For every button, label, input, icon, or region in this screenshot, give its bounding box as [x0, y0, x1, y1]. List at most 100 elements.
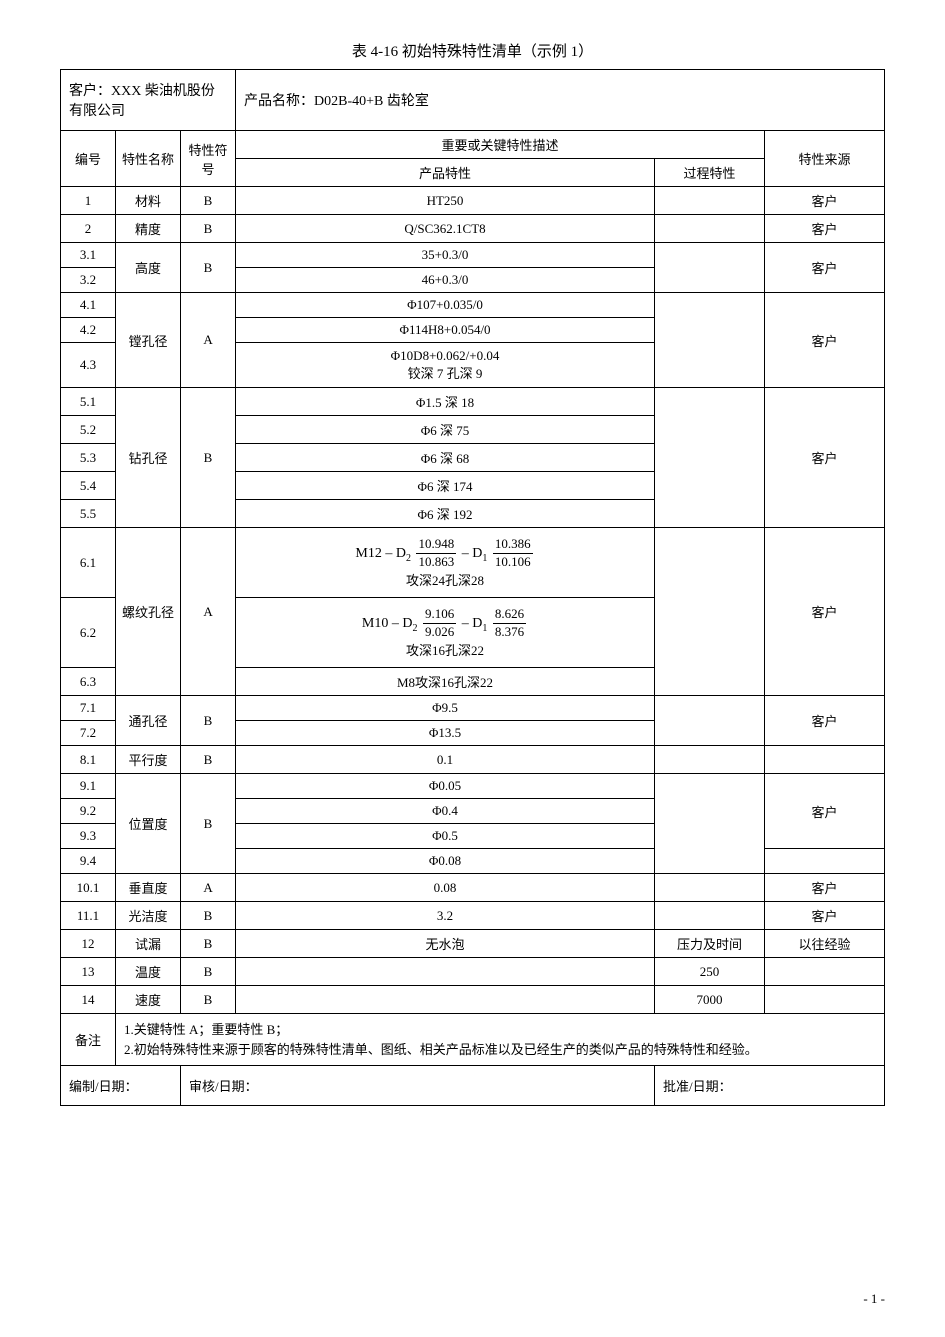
sym-cell: B	[181, 774, 236, 874]
src-cell	[765, 986, 885, 1014]
table-row: 8.1 平行度 B 0.1	[61, 746, 885, 774]
proc-cell	[655, 696, 765, 746]
name-cell: 螺纹孔径	[116, 528, 181, 696]
num-cell: 14	[61, 986, 116, 1014]
f-den: 9.026	[423, 624, 456, 641]
src-cell: 客户	[765, 215, 885, 243]
num-cell: 4.1	[61, 293, 116, 318]
characteristics-table: 客户：XXX 柴油机股份有限公司 产品名称：D02B-40+B 齿轮室 编号 特…	[60, 69, 885, 1106]
num-cell: 11.1	[61, 902, 116, 930]
prod-cell: Φ107+0.035/0	[236, 293, 655, 318]
src-cell	[765, 958, 885, 986]
prod-cell: M10 – D2 9.1069.026 – D1 8.6268.376 攻深16…	[236, 598, 655, 668]
prod-cell: Φ6 深 75	[236, 416, 655, 444]
proc-cell	[655, 874, 765, 902]
sym-cell: A	[181, 293, 236, 388]
approved-cell: 批准/日期：	[655, 1066, 885, 1106]
num-cell: 12	[61, 930, 116, 958]
src-cell: 客户	[765, 243, 885, 293]
name-cell: 高度	[116, 243, 181, 293]
table-row: 1 材料 B HT250 客户	[61, 187, 885, 215]
signature-row: 编制/日期： 审核/日期： 批准/日期：	[61, 1066, 885, 1106]
num-cell: 5.2	[61, 416, 116, 444]
notes-row: 备注 1.关键特性 A；重要特性 B； 2.初始特殊特性来源于顾客的特殊特性清单…	[61, 1014, 885, 1066]
table-row: 13 温度 B 250	[61, 958, 885, 986]
f-sub: 1	[482, 622, 487, 633]
src-cell: 客户	[765, 696, 885, 746]
num-cell: 9.2	[61, 799, 116, 824]
src-cell: 客户	[765, 293, 885, 388]
prod-cell: Φ9.5	[236, 696, 655, 721]
num-cell: 3.2	[61, 268, 116, 293]
f-den: 8.376	[493, 624, 526, 641]
prod-cell: M8攻深16孔深22	[236, 668, 655, 696]
src-cell: 客户	[765, 528, 885, 696]
num-cell: 5.4	[61, 472, 116, 500]
name-cell: 材料	[116, 187, 181, 215]
num-cell: 7.1	[61, 696, 116, 721]
num-cell: 5.3	[61, 444, 116, 472]
sym-cell: B	[181, 388, 236, 528]
num-cell: 3.1	[61, 243, 116, 268]
num-cell: 6.1	[61, 528, 116, 598]
prod-cell: Φ6 深 192	[236, 500, 655, 528]
prod-line-2: 铰深 7 孔深 9	[408, 366, 483, 381]
proc-cell: 7000	[655, 986, 765, 1014]
table-row: 12 试漏 B 无水泡 压力及时间 以往经验	[61, 930, 885, 958]
prod-cell	[236, 958, 655, 986]
num-cell: 9.4	[61, 849, 116, 874]
proc-cell	[655, 243, 765, 293]
formula-m12: M12 – D2 10.94810.863 – D1 10.38610.106 …	[242, 546, 648, 590]
src-cell	[765, 849, 885, 874]
notes-line-2: 2.初始特殊特性来源于顾客的特殊特性清单、图纸、相关产品标准以及已经生产的类似产…	[124, 1042, 758, 1057]
reviewed-cell: 审核/日期：	[181, 1066, 655, 1106]
table-row: 11.1 光洁度 B 3.2 客户	[61, 902, 885, 930]
prod-cell: Φ13.5	[236, 721, 655, 746]
name-cell: 速度	[116, 986, 181, 1014]
num-cell: 9.1	[61, 774, 116, 799]
name-cell: 温度	[116, 958, 181, 986]
src-cell: 客户	[765, 388, 885, 528]
src-cell: 客户	[765, 902, 885, 930]
sym-cell: A	[181, 528, 236, 696]
f-sub: 2	[412, 622, 417, 633]
prod-cell	[236, 986, 655, 1014]
name-cell: 通孔径	[116, 696, 181, 746]
num-cell: 4.3	[61, 343, 116, 388]
prod-cell: 35+0.3/0	[236, 243, 655, 268]
proc-cell	[655, 528, 765, 696]
proc-cell	[655, 187, 765, 215]
prod-line-1: Φ10D8+0.062/+0.04	[391, 348, 500, 363]
prod-cell: Φ0.08	[236, 849, 655, 874]
num-cell: 5.5	[61, 500, 116, 528]
table-row: 5.1 钻孔径 B Φ1.5 深 18 客户	[61, 388, 885, 416]
proc-cell	[655, 902, 765, 930]
num-cell: 7.2	[61, 721, 116, 746]
prod-cell: 无水泡	[236, 930, 655, 958]
header-row: 客户：XXX 柴油机股份有限公司 产品名称：D02B-40+B 齿轮室	[61, 70, 885, 131]
sym-cell: B	[181, 696, 236, 746]
prod-cell: 0.1	[236, 746, 655, 774]
notes-line-1: 1.关键特性 A；重要特性 B；	[124, 1022, 288, 1037]
col-process-header: 过程特性	[655, 159, 765, 187]
name-cell: 镗孔径	[116, 293, 181, 388]
sym-cell: B	[181, 902, 236, 930]
sym-cell: B	[181, 215, 236, 243]
prod-cell: Φ0.05	[236, 774, 655, 799]
prod-cell: 0.08	[236, 874, 655, 902]
sym-cell: B	[181, 930, 236, 958]
table-row: 9.1 位置度 B Φ0.05 客户	[61, 774, 885, 799]
f-mid: – D	[462, 616, 483, 631]
src-cell: 客户	[765, 187, 885, 215]
proc-cell	[655, 215, 765, 243]
customer-cell: 客户：XXX 柴油机股份有限公司	[61, 70, 236, 131]
num-cell: 6.3	[61, 668, 116, 696]
proc-cell: 250	[655, 958, 765, 986]
f-sub: 1	[482, 552, 487, 563]
name-cell: 光洁度	[116, 902, 181, 930]
column-header-row-1: 编号 特性名称 特性符号 重要或关键特性描述 特性来源	[61, 131, 885, 159]
prod-cell: HT250	[236, 187, 655, 215]
proc-cell	[655, 388, 765, 528]
f-mid: – D	[462, 546, 483, 561]
sym-cell: B	[181, 746, 236, 774]
